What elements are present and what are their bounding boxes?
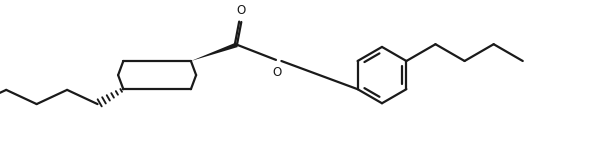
Polygon shape	[191, 42, 238, 61]
Text: O: O	[237, 4, 246, 17]
Text: O: O	[272, 66, 281, 79]
